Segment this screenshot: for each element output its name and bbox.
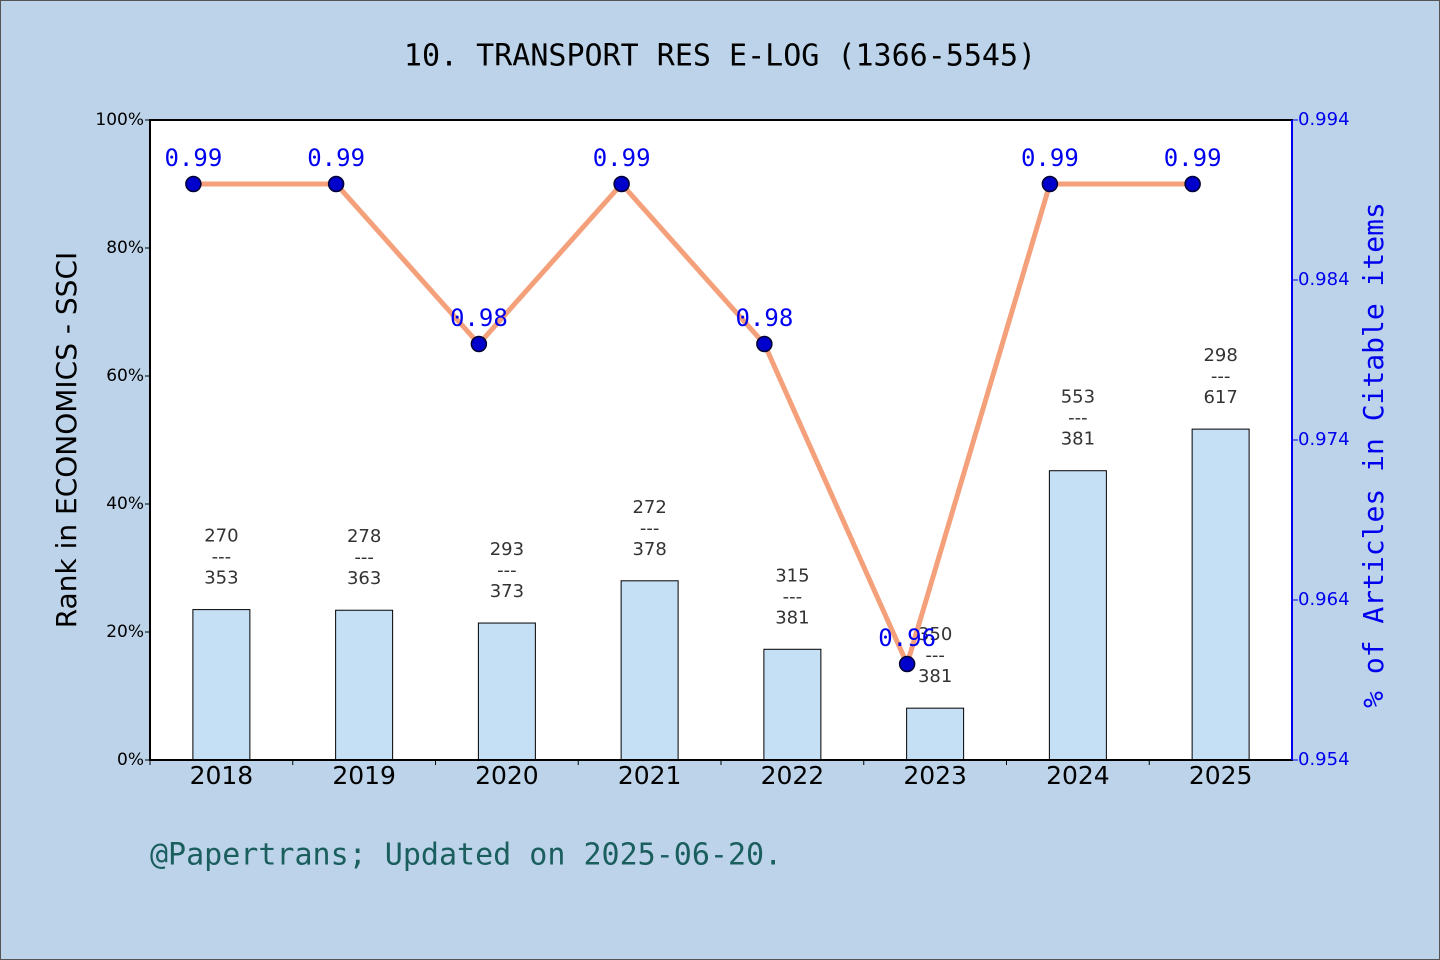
- y-tick-label: 0%: [117, 750, 144, 770]
- marker: [613, 175, 630, 193]
- bar-annotation-top: 270: [204, 526, 238, 547]
- bar-annotation-separator: ---: [640, 518, 660, 539]
- value-label: 0.99: [307, 144, 365, 172]
- value-label: 0.99: [1021, 144, 1079, 172]
- plot-area: [150, 120, 1292, 760]
- value-label: 0.99: [1164, 144, 1222, 172]
- y-tick-label: 40%: [106, 494, 144, 514]
- bar-annotation-bottom: 373: [490, 581, 524, 602]
- value-label: 0.99: [593, 144, 651, 172]
- bar-annotation-separator: ---: [1211, 366, 1231, 387]
- y2-tick-label: 0.994: [1298, 109, 1350, 130]
- y2-tick-label: 0.964: [1298, 589, 1350, 610]
- y2-tick-label: 0.984: [1298, 269, 1350, 290]
- value-label: 0.98: [450, 304, 508, 332]
- bar-annotation-top: 553: [1061, 387, 1095, 408]
- x-tick-label: 2025: [1189, 761, 1253, 790]
- y-tick-label: 60%: [106, 366, 144, 386]
- footer: @Papertrans; Updated on 2025-06-20.: [150, 838, 782, 873]
- bar: [763, 648, 822, 761]
- bar-annotation-separator: ---: [497, 560, 517, 581]
- bar-annotation-top: 350: [918, 624, 952, 645]
- y-tick-label: 20%: [106, 622, 144, 642]
- value-label: 0.99: [164, 144, 222, 172]
- bar: [906, 707, 965, 761]
- bar: [1191, 428, 1250, 761]
- y2-axis-label: % of Articles in Citable items: [1357, 202, 1390, 708]
- bar-annotation-separator: ---: [212, 547, 232, 568]
- bar-annotation-bottom: 381: [1061, 429, 1095, 450]
- x-tick-label: 2018: [190, 761, 254, 790]
- marker: [1184, 175, 1201, 193]
- marker: [898, 655, 916, 673]
- bar-annotation-separator: ---: [354, 547, 374, 568]
- y2-tick-label: 0.954: [1298, 749, 1350, 770]
- x-tick-label: 2024: [1046, 761, 1110, 790]
- bar: [620, 580, 679, 761]
- marker: [327, 175, 345, 193]
- bar-annotation-bottom: 381: [918, 666, 952, 687]
- x-tick-label: 2020: [475, 761, 539, 790]
- bar-annotation-separator: ---: [925, 645, 945, 666]
- bar-annotation-separator: ---: [783, 586, 803, 607]
- x-tick-label: 2021: [618, 761, 682, 790]
- bar-annotation-bottom: 363: [347, 568, 381, 589]
- x-tick-label: 2023: [903, 761, 967, 790]
- marker: [756, 335, 773, 353]
- x-tick-label: 2022: [761, 761, 825, 790]
- bar-annotation-bottom: 617: [1203, 387, 1237, 408]
- bar-annotation-bottom: 381: [775, 607, 809, 628]
- y-tick-label: 80%: [106, 238, 144, 258]
- y-tick-label: 100%: [95, 110, 144, 130]
- x-tick-label: 2019: [332, 761, 396, 790]
- marker: [470, 335, 488, 353]
- bar: [192, 609, 251, 761]
- marker: [1041, 175, 1059, 193]
- bar-annotation-separator: ---: [1068, 408, 1088, 429]
- bar: [1048, 470, 1107, 761]
- line: [193, 180, 1193, 672]
- bar-annotation-bottom: 353: [204, 568, 238, 589]
- bar: [477, 622, 536, 761]
- bar: [335, 609, 394, 761]
- value-label: 0.96: [878, 624, 936, 652]
- bar-annotation-top: 278: [347, 526, 381, 547]
- bar-annotation-top: 298: [1203, 345, 1237, 366]
- bar-annotation-top: 272: [632, 497, 666, 518]
- y-axis-label: Rank in ECONOMICS - SSCI: [50, 252, 83, 629]
- value-label: 0.98: [735, 304, 793, 332]
- marker: [185, 175, 202, 193]
- bar-annotation-bottom: 378: [632, 539, 666, 560]
- chart-title: 10. TRANSPORT RES E-LOG (1366-5545): [404, 39, 1036, 74]
- bar-annotation-top: 315: [775, 565, 809, 586]
- bar-annotation-top: 293: [490, 539, 524, 560]
- y2-tick-label: 0.974: [1298, 429, 1350, 450]
